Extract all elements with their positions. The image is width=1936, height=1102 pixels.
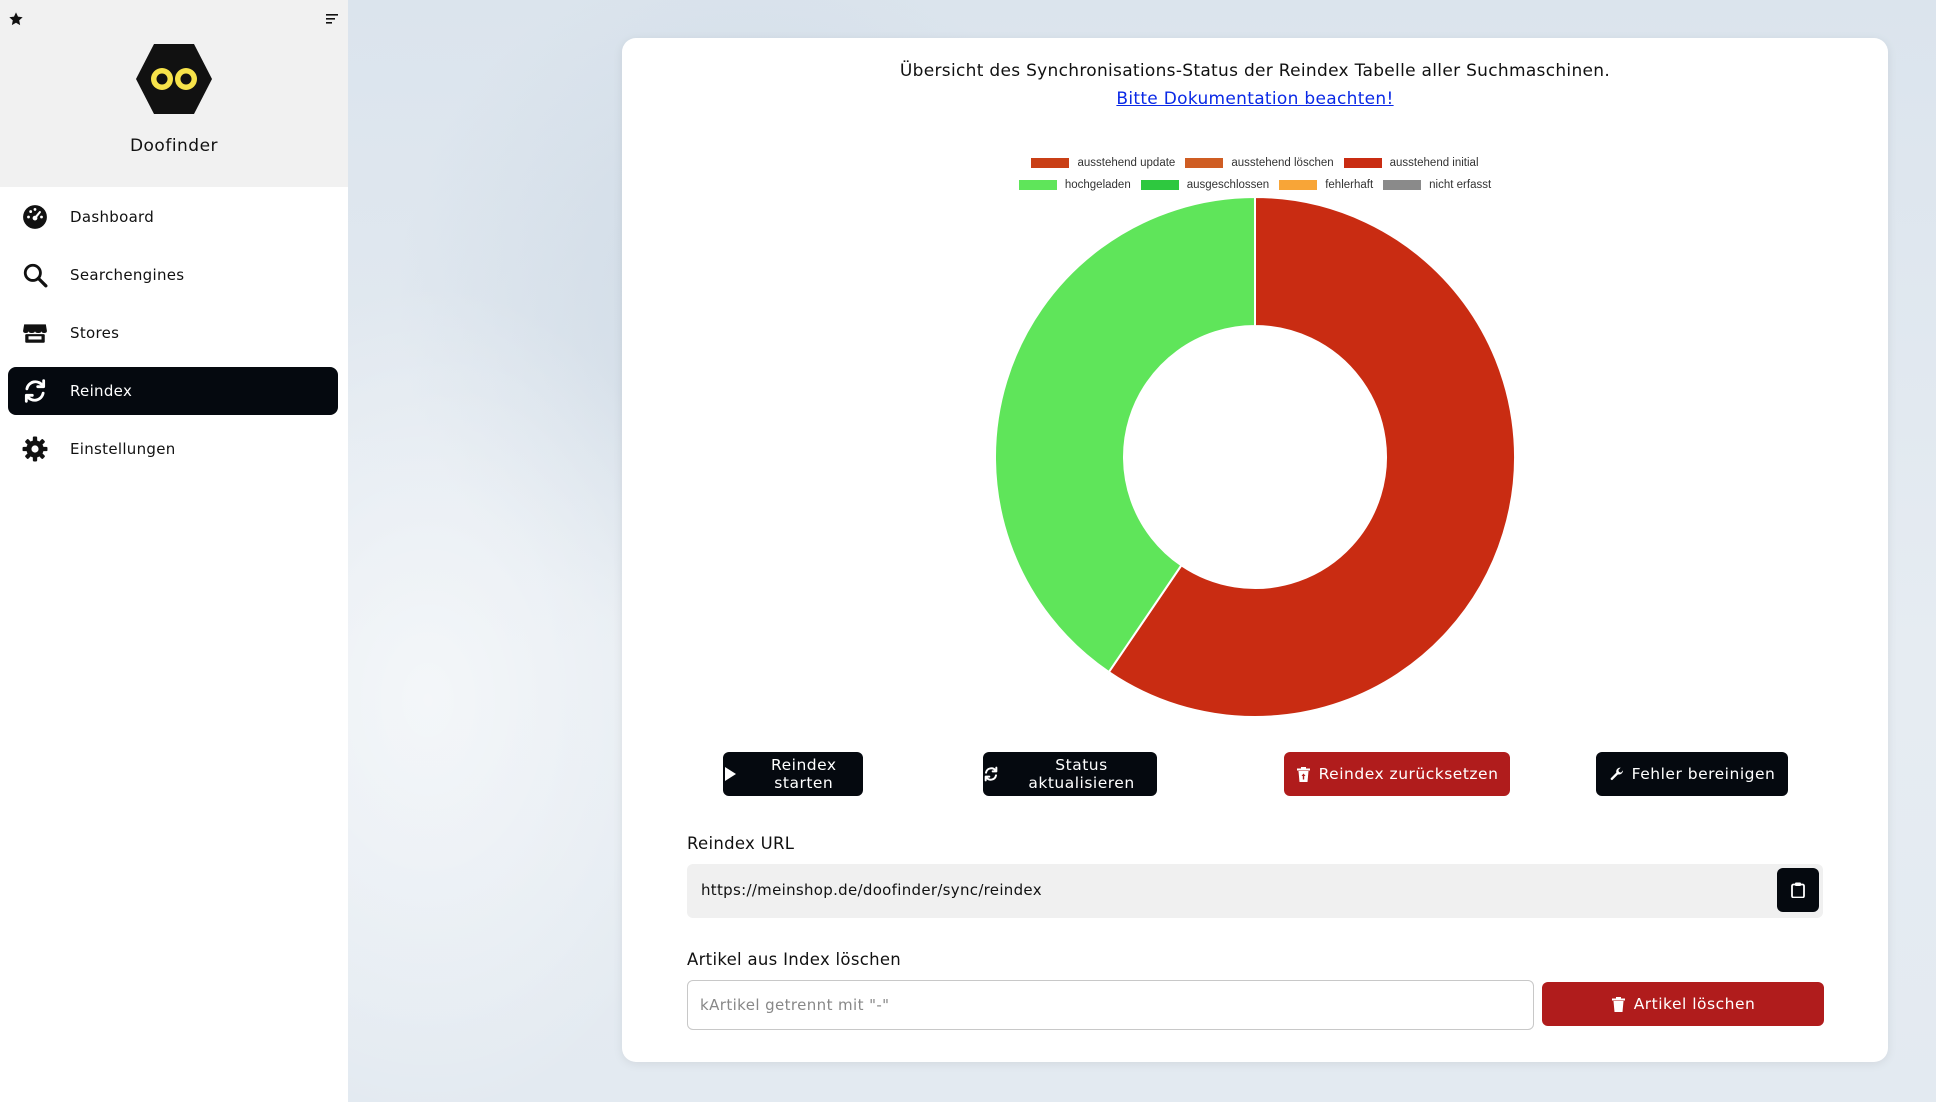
- reindex-url-field: https://meinshop.de/doofinder/sync/reind…: [687, 864, 1823, 918]
- search-icon: [20, 260, 50, 290]
- legend-item[interactable]: ausstehend initial: [1343, 157, 1479, 169]
- sidebar-item-label: Stores: [70, 324, 120, 342]
- reindex-card: Übersicht des Synchronisations-Status de…: [622, 38, 1888, 1062]
- legend-swatch: [1018, 180, 1057, 190]
- reindex-url-label: Reindex URL: [687, 834, 795, 853]
- sidebar-item-dashboard[interactable]: Dashboard: [8, 193, 338, 241]
- legend-item[interactable]: hochgeladen: [1018, 179, 1131, 191]
- sidebar-item-label: Einstellungen: [70, 440, 176, 458]
- chart-legend: ausstehend update ausstehend löschen ausst…: [922, 152, 1588, 196]
- legend-item[interactable]: ausstehend löschen: [1185, 157, 1334, 169]
- legend-swatch: [1279, 180, 1318, 190]
- legend-label: ausstehend initial: [1389, 157, 1479, 169]
- reset-reindex-button[interactable]: Reindex zurücksetzen: [1284, 752, 1510, 796]
- chart-slice-ausstehend-initial[interactable]: [1107, 197, 1515, 717]
- legend-swatch: [1031, 158, 1070, 168]
- delete-articles-button[interactable]: Artikel löschen: [1542, 982, 1824, 1026]
- sidebar-header: Doofinder: [0, 0, 348, 187]
- button-label: Status aktualisieren: [1028, 756, 1135, 792]
- legend-label: ausstehend löschen: [1231, 157, 1334, 169]
- store-icon: [20, 318, 50, 348]
- copy-url-button[interactable]: [1777, 868, 1819, 912]
- sidebar-item-einstellungen[interactable]: Einstellungen: [8, 425, 338, 473]
- sidebar: Doofinder Dashboard Searc: [0, 0, 348, 1102]
- sidebar-item-searchengines[interactable]: Searchengines: [8, 251, 338, 299]
- legend-row: hochgeladen ausgeschlossen fehlerhaft nicht…: [922, 174, 1588, 196]
- star-icon[interactable]: [8, 11, 24, 27]
- brand-name: Doofinder: [129, 136, 219, 156]
- page-title: Übersicht des Synchronisations-Status de…: [899, 61, 1611, 81]
- button-label: Fehler bereinigen: [1631, 765, 1776, 783]
- legend-swatch: [1383, 180, 1422, 190]
- legend-label: nicht erfasst: [1429, 179, 1492, 191]
- documentation-link[interactable]: Bitte Dokumentation beachten!: [1116, 89, 1394, 109]
- doofinder-logo: [136, 44, 212, 114]
- refresh-status-button[interactable]: Status aktualisieren: [983, 752, 1157, 796]
- legend-label: ausstehend update: [1077, 157, 1176, 169]
- article-ids-input[interactable]: [687, 980, 1534, 1030]
- button-label: Reindex starten: [771, 756, 837, 792]
- chart-slice-hochgeladen[interactable]: [995, 197, 1256, 674]
- sidebar-item-reindex[interactable]: Reindex: [8, 367, 338, 415]
- legend-swatch: [1343, 158, 1382, 168]
- legend-item[interactable]: ausstehend update: [1031, 157, 1175, 169]
- legend-item[interactable]: ausgeschlossen: [1140, 179, 1270, 191]
- sidebar-item-label: Dashboard: [70, 208, 155, 226]
- legend-row: ausstehend update ausstehend löschen ausst…: [922, 152, 1588, 174]
- dashboard-icon: [20, 202, 50, 232]
- refresh-icon: [20, 376, 50, 406]
- status-doughnut-chart: [995, 197, 1515, 717]
- gear-icon: [20, 434, 50, 464]
- delete-articles-label: Artikel aus Index löschen: [687, 950, 902, 969]
- legend-label: ausgeschlossen: [1186, 179, 1270, 191]
- clipboard-icon: [1791, 882, 1805, 898]
- play-icon: [723, 766, 738, 782]
- legend-label: fehlerhaft: [1325, 179, 1374, 191]
- button-label: Artikel löschen: [1633, 995, 1756, 1013]
- sidebar-item-stores[interactable]: Stores: [8, 309, 338, 357]
- sidebar-nav: Dashboard Searchengines Stores: [8, 193, 338, 483]
- trash-icon: [1611, 996, 1627, 1012]
- legend-swatch: [1185, 158, 1224, 168]
- legend-swatch: [1140, 180, 1179, 190]
- refresh-icon: [983, 766, 999, 782]
- fix-errors-button[interactable]: Fehler bereinigen: [1596, 752, 1788, 796]
- legend-item[interactable]: fehlerhaft: [1279, 179, 1373, 191]
- legend-item[interactable]: nicht erfasst: [1383, 179, 1491, 191]
- sidebar-item-label: Searchengines: [70, 266, 185, 284]
- wrench-icon: [1609, 766, 1625, 782]
- legend-label: hochgeladen: [1064, 179, 1131, 191]
- reindex-url-value: https://meinshop.de/doofinder/sync/reind…: [701, 881, 1042, 899]
- sidebar-item-label: Reindex: [70, 382, 133, 400]
- button-label: Reindex zurücksetzen: [1318, 765, 1499, 783]
- start-reindex-button[interactable]: Reindex starten: [723, 752, 863, 796]
- trash-restore-icon: [1296, 766, 1312, 782]
- sort-menu-icon[interactable]: [324, 11, 340, 27]
